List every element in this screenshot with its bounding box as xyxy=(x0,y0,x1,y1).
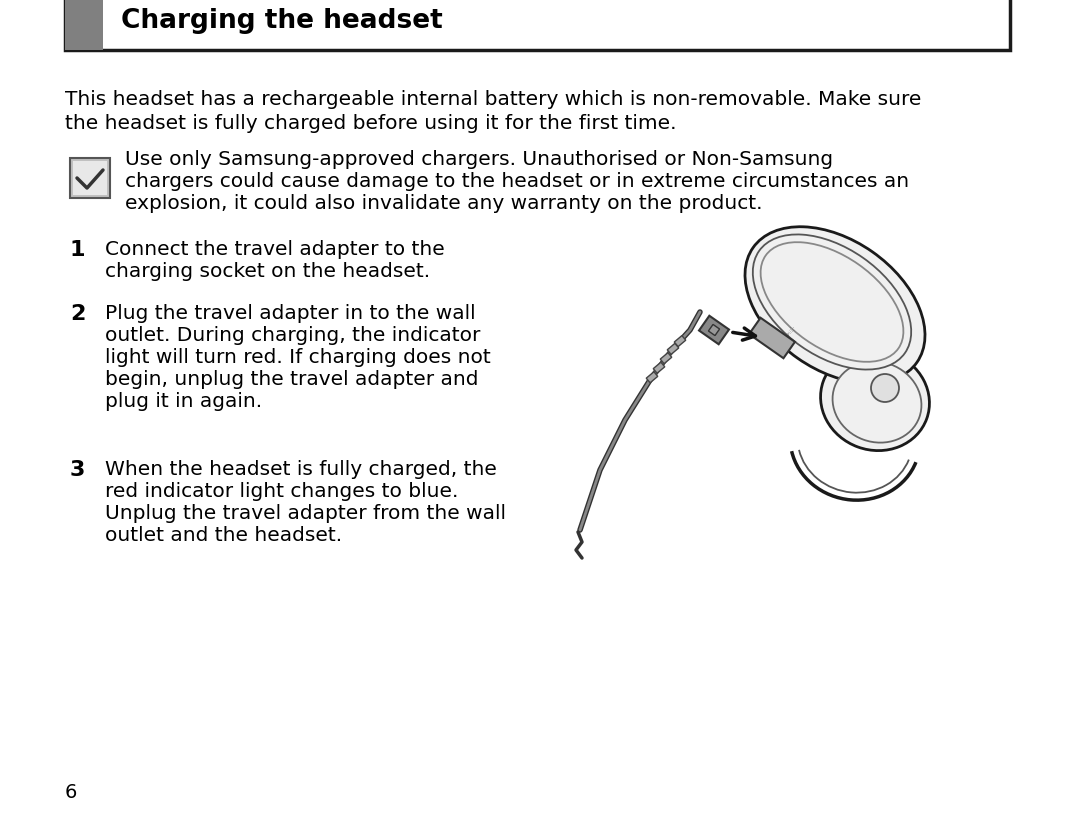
Bar xyxy=(646,372,658,383)
Text: ☄: ☄ xyxy=(785,328,795,338)
Bar xyxy=(73,161,107,195)
Bar xyxy=(65,0,1010,50)
Bar xyxy=(65,0,103,50)
Text: explosion, it could also invalidate any warranty on the product.: explosion, it could also invalidate any … xyxy=(125,194,762,213)
Bar xyxy=(699,316,729,344)
Bar xyxy=(708,324,719,335)
Text: Plug the travel adapter in to the wall: Plug the travel adapter in to the wall xyxy=(105,304,475,323)
Ellipse shape xyxy=(753,234,912,370)
Ellipse shape xyxy=(821,349,930,450)
Bar xyxy=(750,318,795,358)
FancyArrowPatch shape xyxy=(732,328,755,340)
Text: red indicator light changes to blue.: red indicator light changes to blue. xyxy=(105,482,458,501)
Text: plug it in again.: plug it in again. xyxy=(105,392,262,411)
Text: Connect the travel adapter to the: Connect the travel adapter to the xyxy=(105,240,445,259)
Text: 3: 3 xyxy=(70,460,85,480)
Text: 2: 2 xyxy=(70,304,85,324)
Text: the headset is fully charged before using it for the first time.: the headset is fully charged before usin… xyxy=(65,114,676,133)
Bar xyxy=(70,158,110,198)
Text: Charging the headset: Charging the headset xyxy=(121,8,443,34)
Text: Unplug the travel adapter from the wall: Unplug the travel adapter from the wall xyxy=(105,504,507,523)
Text: charging socket on the headset.: charging socket on the headset. xyxy=(105,262,430,281)
Ellipse shape xyxy=(760,242,903,362)
Text: 6: 6 xyxy=(65,783,78,802)
Text: chargers could cause damage to the headset or in extreme circumstances an: chargers could cause damage to the heads… xyxy=(125,172,909,191)
Text: 1: 1 xyxy=(70,240,85,260)
Ellipse shape xyxy=(833,361,921,443)
Text: This headset has a rechargeable internal battery which is non-removable. Make su: This headset has a rechargeable internal… xyxy=(65,90,921,109)
Text: outlet and the headset.: outlet and the headset. xyxy=(105,526,342,545)
Text: begin, unplug the travel adapter and: begin, unplug the travel adapter and xyxy=(105,370,478,389)
Circle shape xyxy=(870,374,899,402)
Text: light will turn red. If charging does not: light will turn red. If charging does no… xyxy=(105,348,490,367)
Bar xyxy=(660,353,672,364)
Text: When the headset is fully charged, the: When the headset is fully charged, the xyxy=(105,460,497,479)
Ellipse shape xyxy=(745,227,924,383)
Text: outlet. During charging, the indicator: outlet. During charging, the indicator xyxy=(105,326,481,345)
Text: Use only Samsung-approved chargers. Unauthorised or Non-Samsung: Use only Samsung-approved chargers. Unau… xyxy=(125,150,833,169)
Bar xyxy=(653,362,665,373)
Bar xyxy=(674,336,686,347)
Bar xyxy=(667,344,678,354)
